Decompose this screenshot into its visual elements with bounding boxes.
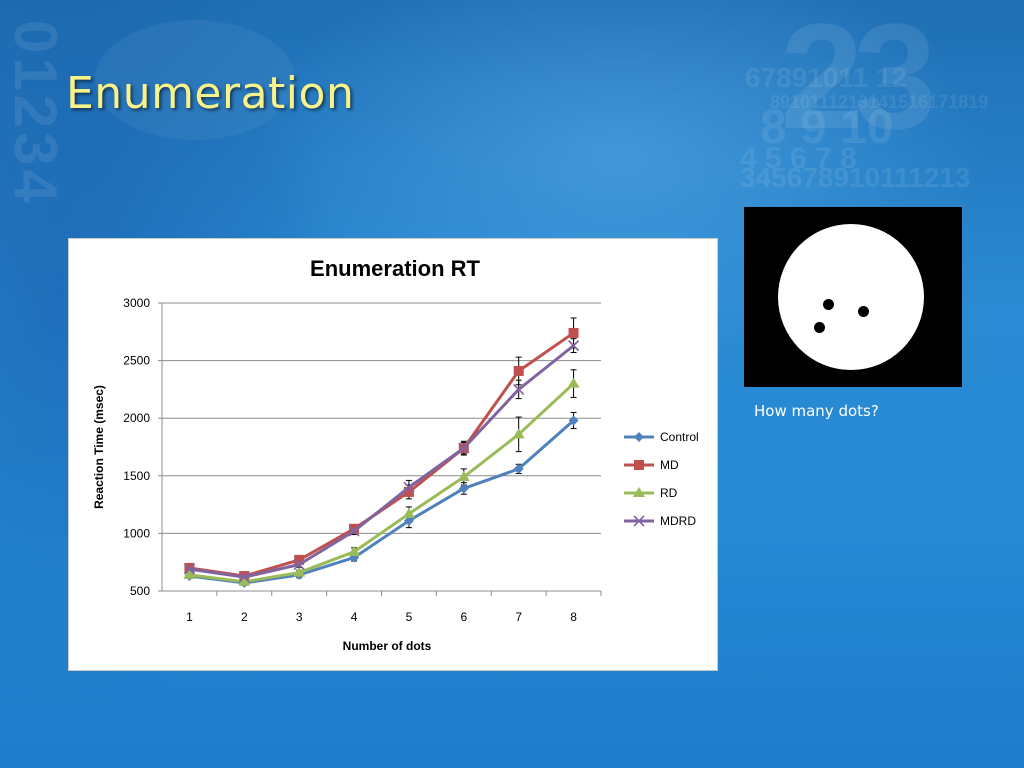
background-decoration: 345678910111213 <box>740 162 971 193</box>
y-tick-label: 2500 <box>123 354 150 368</box>
data-point-mdrd <box>293 558 305 571</box>
y-tick-label: 3000 <box>123 296 150 310</box>
x-tick-label: 2 <box>241 610 248 624</box>
background-decoration: 8 9 10 <box>760 101 894 154</box>
data-point-md <box>403 486 414 497</box>
stimulus-caption: How many dots? <box>754 402 879 420</box>
dot-stimulus-image <box>744 207 962 387</box>
data-point-mdrd <box>238 571 250 583</box>
y-tick-label: 1500 <box>123 469 150 483</box>
chart-panel: Enumeration RT 500 1000 1500 2000 2500 3000 1 2… <box>68 238 718 671</box>
background-decoration: 8910111213141516171819 <box>770 92 989 112</box>
data-point-control <box>513 463 524 474</box>
legend-label-control: Control <box>660 430 699 444</box>
legend-label-md: MD <box>660 458 679 472</box>
chart-series <box>183 327 580 588</box>
legend-marker-control <box>634 432 644 442</box>
data-point-md <box>513 365 524 376</box>
x-tick-label: 5 <box>406 610 413 624</box>
series-line-control <box>189 419 575 585</box>
data-point-mdrd <box>458 442 470 454</box>
data-point-mdrd <box>183 563 196 575</box>
data-point-md <box>349 523 360 534</box>
data-point-mdrd <box>513 383 525 395</box>
background-decoration: 01234 <box>2 20 69 207</box>
data-point-mdrd <box>348 525 360 537</box>
data-point-md <box>294 554 305 565</box>
x-tick-label: 6 <box>460 610 467 624</box>
data-point-rd <box>293 566 306 577</box>
x-axis-label: Number of dots <box>343 639 432 653</box>
data-point-rd <box>402 507 415 518</box>
series-line-rd <box>189 382 575 584</box>
stimulus-disc <box>778 224 924 370</box>
data-point-control <box>458 483 469 494</box>
data-point-mdrd <box>567 340 580 352</box>
legend-marker-md <box>634 460 644 470</box>
legend-marker-rd <box>633 487 645 497</box>
y-tick-label: 1000 <box>123 526 150 540</box>
slide-title: Enumeration <box>66 68 355 119</box>
x-tick-label: 3 <box>296 610 303 624</box>
x-tick-label: 8 <box>570 610 577 624</box>
background-decoration: 67891011 12 <box>745 62 907 93</box>
series-line-mdrd <box>189 344 575 579</box>
data-point-rd <box>512 428 525 439</box>
chart-gridlines <box>162 302 601 592</box>
data-point-rd <box>457 470 470 481</box>
data-point-control <box>403 515 414 526</box>
chart-axes: 500 1000 1500 2000 2500 3000 1 2 3 4 5 6 7 8 <box>123 296 602 624</box>
line-chart: Enumeration RT 500 1000 1500 2000 2500 3000 1 2… <box>92 256 699 653</box>
background-decoration <box>95 20 295 140</box>
chart-error-bars <box>186 317 577 586</box>
chart-title: Enumeration RT <box>310 256 480 281</box>
stimulus-dot-spare <box>814 322 825 333</box>
data-point-md <box>184 562 195 573</box>
x-tick-label: 1 <box>186 610 193 624</box>
legend-label-rd: RD <box>660 486 678 500</box>
data-point-rd <box>183 568 196 579</box>
x-tick-label: 4 <box>351 610 358 624</box>
data-point-rd <box>348 545 361 556</box>
background-decoration: 23 <box>780 0 937 160</box>
background-decoration: 4 5 6 7 8 <box>740 142 857 175</box>
y-tick-label: 500 <box>130 584 150 598</box>
data-point-control <box>568 415 579 426</box>
data-point-md <box>568 327 579 338</box>
data-point-mdrd <box>403 481 415 493</box>
y-axis-label: Reaction Time (msec) <box>92 385 106 509</box>
y-tick-label: 2000 <box>123 411 150 425</box>
stimulus-dot <box>858 306 869 317</box>
data-point-rd <box>567 377 580 388</box>
x-tick-label: 7 <box>515 610 522 624</box>
stimulus-dot <box>823 299 834 310</box>
legend-marker-mdrd <box>633 515 645 527</box>
data-point-rd <box>238 575 251 586</box>
legend-label-mdrd: MDRD <box>660 514 696 528</box>
